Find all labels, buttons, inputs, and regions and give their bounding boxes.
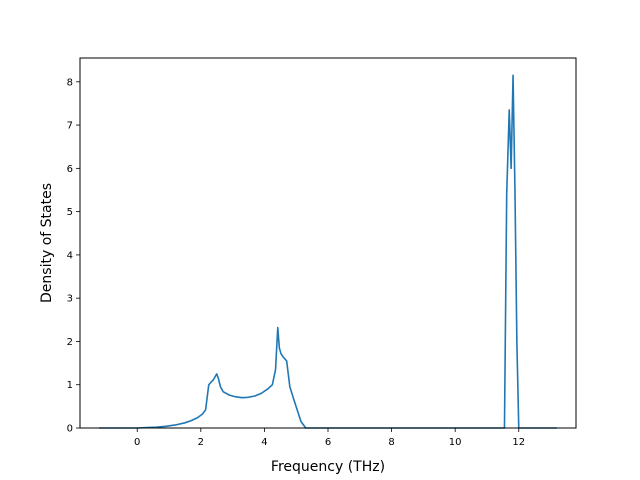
x-axis-label: Frequency (THz) <box>271 459 385 475</box>
y-tick-label: 5 <box>67 207 73 218</box>
y-tick-label: 3 <box>67 294 73 305</box>
x-tick-label: 10 <box>449 437 462 448</box>
series-line-0 <box>99 74 557 429</box>
y-tick-label: 6 <box>67 164 73 175</box>
y-axis: 0 1 2 3 4 5 6 7 8 <box>67 77 80 435</box>
y-tick-label: 4 <box>67 250 73 261</box>
x-axis: 0 2 4 6 8 10 12 <box>134 428 525 448</box>
x-tick-label: 4 <box>261 437 267 448</box>
plot-area <box>99 74 557 429</box>
x-tick-label: 2 <box>198 437 204 448</box>
y-tick-label: 0 <box>67 424 73 435</box>
x-tick-label: 8 <box>388 437 394 448</box>
x-tick-label: 12 <box>512 437 525 448</box>
y-tick-label: 8 <box>67 77 73 88</box>
y-tick-label: 2 <box>67 337 73 348</box>
y-tick-label: 7 <box>67 121 73 132</box>
x-tick-label: 6 <box>325 437 331 448</box>
axes-frame <box>79 57 577 429</box>
x-tick-label: 0 <box>134 437 140 448</box>
y-tick-label: 1 <box>67 380 73 391</box>
y-axis-label: Density of States <box>39 183 55 303</box>
